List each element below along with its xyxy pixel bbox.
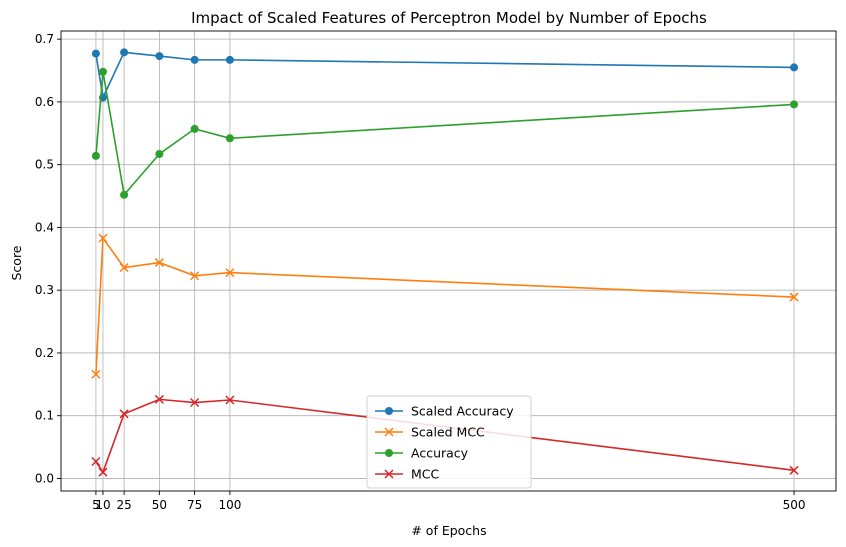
y-tick-label: 0.3 — [35, 283, 54, 297]
x-tick-label: 50 — [152, 498, 167, 512]
x-tick-label: 75 — [187, 498, 202, 512]
legend-box — [366, 395, 532, 489]
x-tick-label: 5 — [92, 498, 100, 512]
legend-label: Scaled MCC — [411, 425, 485, 440]
legend-marker — [384, 469, 394, 479]
data-point — [119, 409, 129, 419]
data-point — [790, 100, 799, 109]
data-point — [789, 465, 799, 475]
y-tick-label: 0.6 — [35, 95, 54, 109]
legend-marker — [385, 449, 393, 457]
legend-label: Scaled Accuracy — [411, 404, 514, 419]
y-tick-label: 0.4 — [35, 220, 54, 234]
x-axis-label: # of Epochs — [411, 523, 486, 538]
y-axis-label: Score — [9, 245, 24, 280]
data-point — [190, 271, 200, 281]
x-tick-label: 500 — [783, 498, 806, 512]
data-point — [91, 49, 100, 58]
y-tick-label: 0.5 — [35, 158, 54, 172]
data-point — [91, 151, 100, 160]
data-point — [91, 456, 101, 467]
data-point — [120, 190, 129, 199]
data-point — [98, 467, 108, 477]
y-tick-label: 0.0 — [35, 471, 54, 485]
data-point — [98, 67, 107, 76]
x-tick-label: 100 — [218, 498, 241, 512]
y-tick-label: 0.1 — [35, 409, 54, 423]
data-point — [98, 233, 108, 243]
legend-label: Accuracy — [411, 446, 469, 461]
data-point — [225, 395, 235, 405]
data-point — [190, 124, 199, 133]
x-tick-label: 10 — [95, 498, 110, 512]
y-tick-label: 0.2 — [35, 346, 54, 360]
data-point — [91, 369, 101, 379]
data-point — [225, 134, 234, 143]
series-line-0 — [95, 51, 795, 101]
data-point — [190, 55, 199, 64]
data-point — [225, 55, 234, 64]
series-line-2 — [95, 71, 795, 197]
plot-area: 0.0 0.1 0.2 0.3 0.4 0.5 0.6 0.7 510 25 50 75 100 500 S… — [35, 30, 837, 512]
series-line-1 — [95, 235, 795, 375]
data-point — [154, 258, 164, 268]
data-point — [120, 48, 129, 57]
chart-title: Impact of Scaled Features of Perceptron … — [191, 9, 707, 27]
x-tick-label: 25 — [116, 498, 131, 512]
data-point — [155, 150, 164, 159]
data-point — [225, 268, 235, 278]
data-point — [789, 292, 799, 302]
data-point — [790, 63, 799, 72]
plot-frame — [60, 30, 837, 492]
data-point — [190, 397, 200, 408]
legend-marker — [384, 427, 394, 437]
y-tick-label: 0.7 — [35, 32, 54, 46]
data-point — [119, 263, 129, 273]
legend-marker — [385, 407, 393, 415]
data-point — [154, 394, 164, 404]
data-point — [155, 52, 164, 61]
legend-label: MCC — [411, 467, 440, 482]
